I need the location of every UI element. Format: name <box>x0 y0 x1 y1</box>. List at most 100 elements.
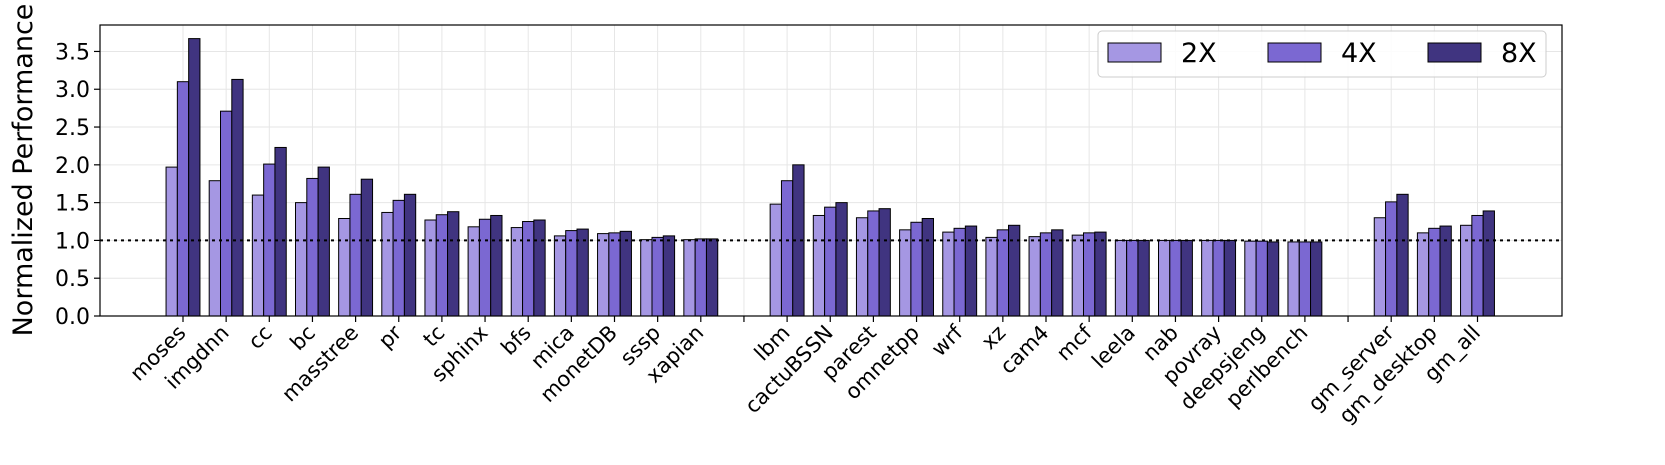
bar-8X-mica <box>576 228 589 317</box>
bar-8X-gm_all <box>1482 210 1495 317</box>
bar-2X-perlbench <box>1287 241 1300 317</box>
bar-2X-parest <box>855 217 869 317</box>
y-tick-label: 0.0 <box>55 305 90 330</box>
bar-8X-moses <box>188 38 201 317</box>
bar-2X-monetDB <box>597 233 610 317</box>
x-category-label: bc <box>285 321 320 356</box>
bar-4X-monetDB <box>608 232 621 317</box>
bar-4X-leela <box>1126 239 1139 317</box>
bar-4X-lbm <box>780 180 794 317</box>
bar-4X-gm_all <box>1471 214 1484 317</box>
bar-2X-deepsjeng <box>1244 240 1257 317</box>
bar-4X-bfs <box>522 221 535 317</box>
y-tick-label: 3.5 <box>55 40 90 65</box>
legend-label-4X: 4X <box>1341 38 1377 69</box>
bar-2X-cc <box>251 194 265 317</box>
bar-8X-omnetpp <box>921 217 935 317</box>
bar-4X-parest <box>867 210 880 317</box>
bar-8X-xz <box>1008 224 1021 317</box>
bar-8X-deepsjeng <box>1266 241 1280 317</box>
bar-4X-omnetpp <box>910 221 923 317</box>
bar-8X-sphinx <box>490 214 503 317</box>
bar-4X-mica <box>565 230 578 317</box>
bar-2X-masstree <box>338 217 351 317</box>
bar-8X-masstree <box>360 178 374 317</box>
legend-label-8X: 8X <box>1501 38 1537 69</box>
bar-4X-gm_desktop <box>1428 227 1441 317</box>
bar-8X-bfs <box>533 219 546 317</box>
bar-2X-mica <box>553 235 567 317</box>
bar-2X-sssp <box>640 239 653 317</box>
bar-4X-perlbench <box>1298 241 1312 317</box>
bar-4X-moses <box>176 81 190 317</box>
legend-swatch-4X <box>1267 42 1322 63</box>
bar-4X-deepsjeng <box>1255 240 1268 317</box>
bar-2X-gm_server <box>1373 217 1387 317</box>
y-axis-label: Normalized Performance <box>8 4 39 337</box>
bar-4X-xz <box>996 229 1010 317</box>
bar-8X-leela <box>1137 239 1150 317</box>
bar-4X-sphinx <box>478 218 492 317</box>
bar-2X-cactuBSSN <box>812 214 826 317</box>
bar-8X-imgdnn <box>231 78 244 317</box>
x-category-label: cc <box>244 321 277 354</box>
legend: 2X 4X 8X <box>1097 30 1547 78</box>
bar-2X-povray <box>1201 239 1214 317</box>
bar-8X-nab <box>1180 239 1193 317</box>
bar-8X-perlbench <box>1310 241 1323 317</box>
bar-8X-sssp <box>662 235 676 317</box>
y-axis: 0.0 0.5 1.0 1.5 2.0 2.5 3.0 3.5 <box>55 40 100 330</box>
bar-2X-gm_desktop <box>1416 232 1430 317</box>
bar-2X-pr <box>381 211 394 317</box>
bar-4X-imgdnn <box>220 110 233 317</box>
x-category-label: pr <box>374 320 407 353</box>
bar-8X-gm_server <box>1396 193 1409 317</box>
bar-8X-pr <box>403 193 417 317</box>
y-tick-label: 1.0 <box>55 229 90 254</box>
bar-2X-gm_all <box>1460 224 1473 317</box>
bar-2X-lbm <box>769 203 782 317</box>
bar-2X-imgdnn <box>208 180 221 317</box>
y-tick-label: 3.0 <box>55 78 90 103</box>
x-category-label: cam4 <box>995 321 1053 379</box>
bar-4X-pr <box>392 199 405 317</box>
bar-8X-monetDB <box>619 230 632 317</box>
bar-8X-cc <box>274 146 287 317</box>
y-tick-label: 0.5 <box>55 267 90 292</box>
bar-2X-mcf <box>1071 234 1084 317</box>
x-category-label: leela <box>1087 321 1140 374</box>
bar-8X-cactuBSSN <box>835 202 848 317</box>
bar-2X-nab <box>1158 239 1171 317</box>
bar-4X-bc <box>306 177 319 317</box>
bar-4X-nab <box>1169 239 1182 317</box>
legend-swatch-2X <box>1107 42 1162 63</box>
bar-8X-bc <box>317 166 330 317</box>
bar-2X-omnetpp <box>899 229 912 317</box>
y-tick-label: 2.5 <box>55 116 90 141</box>
bar-4X-xapian <box>694 238 707 317</box>
y-tick-label: 1.5 <box>55 192 90 217</box>
bar-8X-cam4 <box>1051 229 1064 317</box>
bar-4X-gm_server <box>1385 201 1398 317</box>
legend-label-2X: 2X <box>1181 38 1217 69</box>
bar-2X-cam4 <box>1028 236 1041 317</box>
bar-4X-sssp <box>651 236 664 317</box>
bar-4X-povray <box>1212 239 1225 317</box>
bar-2X-moses <box>165 166 178 317</box>
bar-2X-wrf <box>942 231 955 317</box>
bar-2X-tc <box>424 219 437 317</box>
bar-8X-povray <box>1223 239 1237 317</box>
bar-4X-cam4 <box>1039 232 1053 317</box>
bar-2X-xapian <box>683 239 696 317</box>
bar-8X-parest <box>878 208 891 317</box>
bar-4X-masstree <box>349 193 362 317</box>
bar-8X-mcf <box>1094 231 1107 317</box>
bar-4X-mcf <box>1083 232 1096 317</box>
bar-2X-bc <box>295 202 308 317</box>
y-tick-label: 2.0 <box>55 154 90 179</box>
bar-4X-cactuBSSN <box>824 206 837 317</box>
x-category-label: tc <box>418 321 449 352</box>
bar-4X-tc <box>435 214 449 317</box>
